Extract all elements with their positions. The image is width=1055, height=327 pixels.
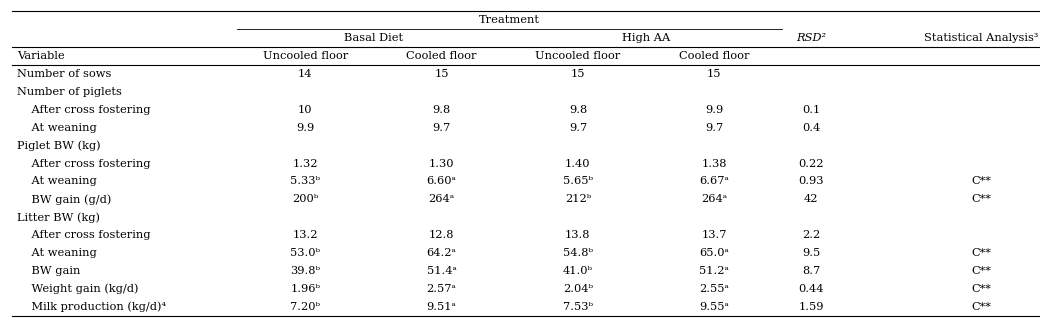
Text: BW gain (g/d): BW gain (g/d) [17, 194, 112, 205]
Text: 7.20ᵇ: 7.20ᵇ [290, 302, 321, 312]
Text: At weaning: At weaning [17, 177, 97, 186]
Text: 1.38: 1.38 [702, 159, 727, 168]
Text: 0.22: 0.22 [799, 159, 824, 168]
Text: 9.9: 9.9 [296, 123, 314, 133]
Text: 264ᵃ: 264ᵃ [702, 194, 727, 204]
Text: Cooled floor: Cooled floor [679, 51, 749, 61]
Text: 13.7: 13.7 [702, 230, 727, 240]
Text: 9.8: 9.8 [433, 105, 450, 115]
Text: 2.55ᵃ: 2.55ᵃ [699, 284, 729, 294]
Text: C**: C** [972, 194, 992, 204]
Text: 9.8: 9.8 [569, 105, 587, 115]
Text: Uncooled floor: Uncooled floor [535, 51, 620, 61]
Text: Litter BW (kg): Litter BW (kg) [17, 212, 100, 223]
Text: 264ᵃ: 264ᵃ [428, 194, 455, 204]
Text: 15: 15 [707, 69, 722, 79]
Text: 1.32: 1.32 [292, 159, 319, 168]
Text: 5.65ᵇ: 5.65ᵇ [562, 177, 593, 186]
Text: High AA: High AA [621, 33, 670, 43]
Text: At weaning: At weaning [17, 123, 97, 133]
Text: 1.30: 1.30 [429, 159, 455, 168]
Text: 212ᵇ: 212ᵇ [564, 194, 591, 204]
Text: 64.2ᵃ: 64.2ᵃ [426, 248, 457, 258]
Text: 0.1: 0.1 [802, 105, 820, 115]
Text: 15: 15 [435, 69, 448, 79]
Text: 9.7: 9.7 [705, 123, 724, 133]
Text: 42: 42 [804, 194, 819, 204]
Text: C**: C** [972, 266, 992, 276]
Text: 54.8ᵇ: 54.8ᵇ [562, 248, 593, 258]
Text: Weight gain (kg/d): Weight gain (kg/d) [17, 284, 138, 294]
Text: 51.4ᵃ: 51.4ᵃ [426, 266, 457, 276]
Text: Basal Diet: Basal Diet [344, 33, 403, 43]
Text: Variable: Variable [17, 51, 64, 61]
Text: 15: 15 [571, 69, 586, 79]
Text: RSD²: RSD² [797, 33, 826, 43]
Text: C**: C** [972, 302, 992, 312]
Text: 39.8ᵇ: 39.8ᵇ [290, 266, 321, 276]
Text: 7.53ᵇ: 7.53ᵇ [562, 302, 593, 312]
Text: 65.0ᵃ: 65.0ᵃ [699, 248, 729, 258]
Text: After cross fostering: After cross fostering [17, 230, 151, 240]
Text: 1.59: 1.59 [799, 302, 824, 312]
Text: 1.96ᵇ: 1.96ᵇ [290, 284, 321, 294]
Text: 0.44: 0.44 [799, 284, 824, 294]
Text: 9.7: 9.7 [569, 123, 587, 133]
Text: Treatment: Treatment [479, 15, 540, 25]
Text: 5.33ᵇ: 5.33ᵇ [290, 177, 321, 186]
Text: Number of sows: Number of sows [17, 69, 112, 79]
Text: 53.0ᵇ: 53.0ᵇ [290, 248, 321, 258]
Text: 2.2: 2.2 [802, 230, 820, 240]
Text: 0.93: 0.93 [799, 177, 824, 186]
Text: 6.67ᵃ: 6.67ᵃ [699, 177, 729, 186]
Text: 0.4: 0.4 [802, 123, 820, 133]
Text: After cross fostering: After cross fostering [17, 159, 151, 168]
Text: Number of piglets: Number of piglets [17, 87, 122, 97]
Text: 9.7: 9.7 [433, 123, 450, 133]
Text: 51.2ᵃ: 51.2ᵃ [699, 266, 729, 276]
Text: BW gain: BW gain [17, 266, 80, 276]
Text: Piglet BW (kg): Piglet BW (kg) [17, 140, 100, 151]
Text: 8.7: 8.7 [802, 266, 820, 276]
Text: 10: 10 [299, 105, 312, 115]
Text: 14: 14 [299, 69, 312, 79]
Text: 6.60ᵃ: 6.60ᵃ [426, 177, 457, 186]
Text: 9.5: 9.5 [802, 248, 820, 258]
Text: 13.2: 13.2 [292, 230, 319, 240]
Text: 9.9: 9.9 [705, 105, 724, 115]
Text: 41.0ᵇ: 41.0ᵇ [562, 266, 593, 276]
Text: 9.55ᵃ: 9.55ᵃ [699, 302, 729, 312]
Text: Statistical Analysis³: Statistical Analysis³ [924, 33, 1038, 43]
Text: C**: C** [972, 248, 992, 258]
Text: At weaning: At weaning [17, 248, 97, 258]
Text: After cross fostering: After cross fostering [17, 105, 151, 115]
Text: 9.51ᵃ: 9.51ᵃ [426, 302, 457, 312]
Text: 2.04ᵇ: 2.04ᵇ [562, 284, 593, 294]
Text: 200ᵇ: 200ᵇ [292, 194, 319, 204]
Text: 12.8: 12.8 [429, 230, 455, 240]
Text: 1.40: 1.40 [565, 159, 591, 168]
Text: C**: C** [972, 284, 992, 294]
Text: 2.57ᵃ: 2.57ᵃ [426, 284, 457, 294]
Text: Cooled floor: Cooled floor [406, 51, 477, 61]
Text: 13.8: 13.8 [565, 230, 591, 240]
Text: C**: C** [972, 177, 992, 186]
Text: Uncooled floor: Uncooled floor [263, 51, 348, 61]
Text: Milk production (kg/d)⁴: Milk production (kg/d)⁴ [17, 301, 166, 312]
